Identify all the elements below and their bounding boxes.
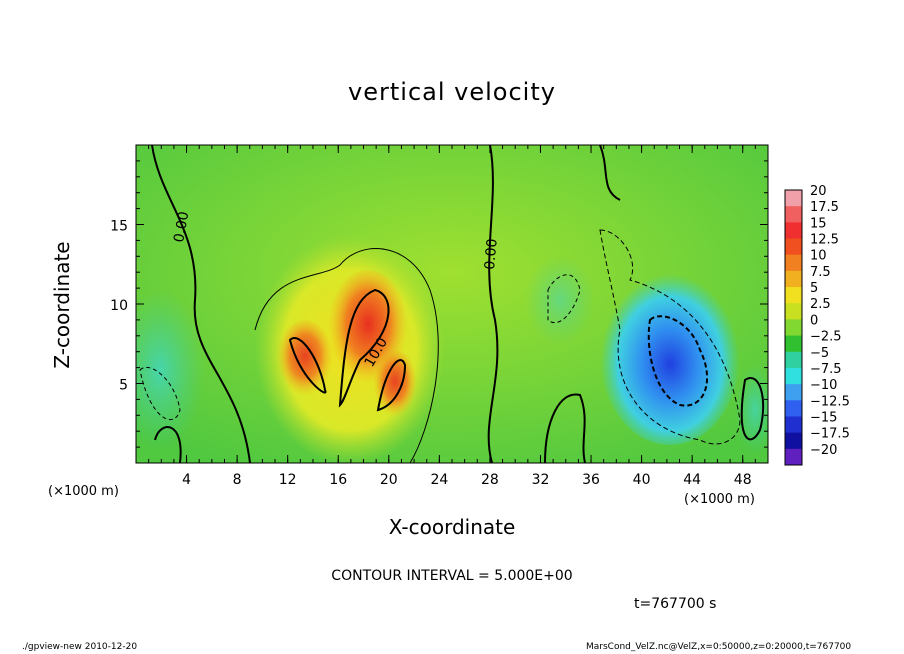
colorbar-label: −10 — [810, 378, 837, 393]
x-axis-label: X-coordinate — [388, 515, 516, 539]
x-tick-label: 4 — [182, 472, 191, 488]
colorbar-swatch — [785, 254, 802, 272]
colorbar-swatch — [785, 400, 802, 417]
colorbar-label: 17.5 — [810, 200, 839, 215]
colorbar-swatch — [785, 448, 802, 466]
x-tick-label: 12 — [279, 472, 297, 488]
chart-title: vertical velocity — [348, 78, 556, 106]
contour-interval-text: CONTOUR INTERVAL = 5.000E+00 — [331, 568, 573, 584]
colorbar-swatch — [785, 335, 802, 353]
x-tick-label: 8 — [233, 472, 242, 488]
colorbar-swatch — [785, 319, 802, 337]
contour-label: 0.00 — [171, 210, 192, 243]
colorbar-label: 5 — [810, 281, 818, 296]
time-label: t=767700 s — [634, 596, 717, 612]
colorbar-label: −12.5 — [810, 394, 850, 409]
colorbar-swatch — [785, 351, 802, 369]
contour-lines — [139, 145, 765, 463]
colorbar-swatch — [785, 432, 802, 450]
footer-left: ./gpview-new 2010-12-20 — [22, 642, 138, 652]
x-tick-label: 40 — [633, 472, 651, 488]
colorbar-label: −2.5 — [810, 330, 842, 345]
x-axis: 4 8 12 16 20 24 28 32 36 40 44 48 — [135, 145, 769, 488]
colorbar-label: −15 — [810, 410, 837, 425]
footer-right: MarsCond_VelZ.nc@VelZ,x=0:50000,z=0:2000… — [586, 642, 852, 652]
colorbar-swatch — [785, 416, 802, 434]
colorbar-swatch — [785, 190, 802, 207]
y-tick-label: 15 — [110, 219, 128, 235]
x-tick-label: 48 — [734, 472, 752, 488]
colorbar-label: 20 — [810, 184, 827, 199]
colorbar-label: −5 — [810, 346, 829, 361]
x-tick-label: 36 — [582, 472, 600, 488]
y-axis: 5 10 15 — [110, 144, 768, 464]
colorbar-swatch — [785, 367, 802, 385]
colorbar-swatch — [785, 206, 802, 223]
colorbar-label: 7.5 — [810, 265, 831, 280]
colorbar-swatch — [785, 303, 802, 320]
x-tick-label: 28 — [481, 472, 499, 488]
colorbar-label: 0 — [810, 313, 818, 328]
x-tick-label: 16 — [329, 472, 347, 488]
colorbar-swatch — [785, 287, 802, 304]
x-tick-label: 44 — [683, 472, 701, 488]
colorbar-swatch — [785, 238, 802, 256]
y-tick-label: 5 — [119, 378, 128, 394]
colorbar-label: 15 — [810, 216, 827, 231]
x-tick-label: 20 — [380, 472, 398, 488]
x-tick-label: 24 — [430, 472, 448, 488]
colorbar-label: −7.5 — [810, 362, 842, 377]
colorbar-swatch — [785, 222, 802, 240]
x-unit-left: (×1000 m) — [48, 484, 119, 499]
x-unit-right: (×1000 m) — [684, 492, 755, 507]
colorbar-swatch — [785, 384, 802, 401]
x-tick-label: 32 — [532, 472, 550, 488]
y-tick-label: 10 — [110, 298, 128, 314]
colorbar-frame — [784, 189, 803, 466]
colorbar-label: −17.5 — [810, 427, 850, 442]
colorbar-swatch — [785, 270, 802, 288]
colorbar-label: −20 — [810, 443, 837, 458]
colorbar-label: 2.5 — [810, 297, 831, 312]
contour-label: 0.00 — [482, 238, 501, 270]
colorbar-label: 12.5 — [810, 233, 839, 248]
colorbar-label: 10 — [810, 249, 827, 264]
heatmap-field — [136, 145, 768, 463]
